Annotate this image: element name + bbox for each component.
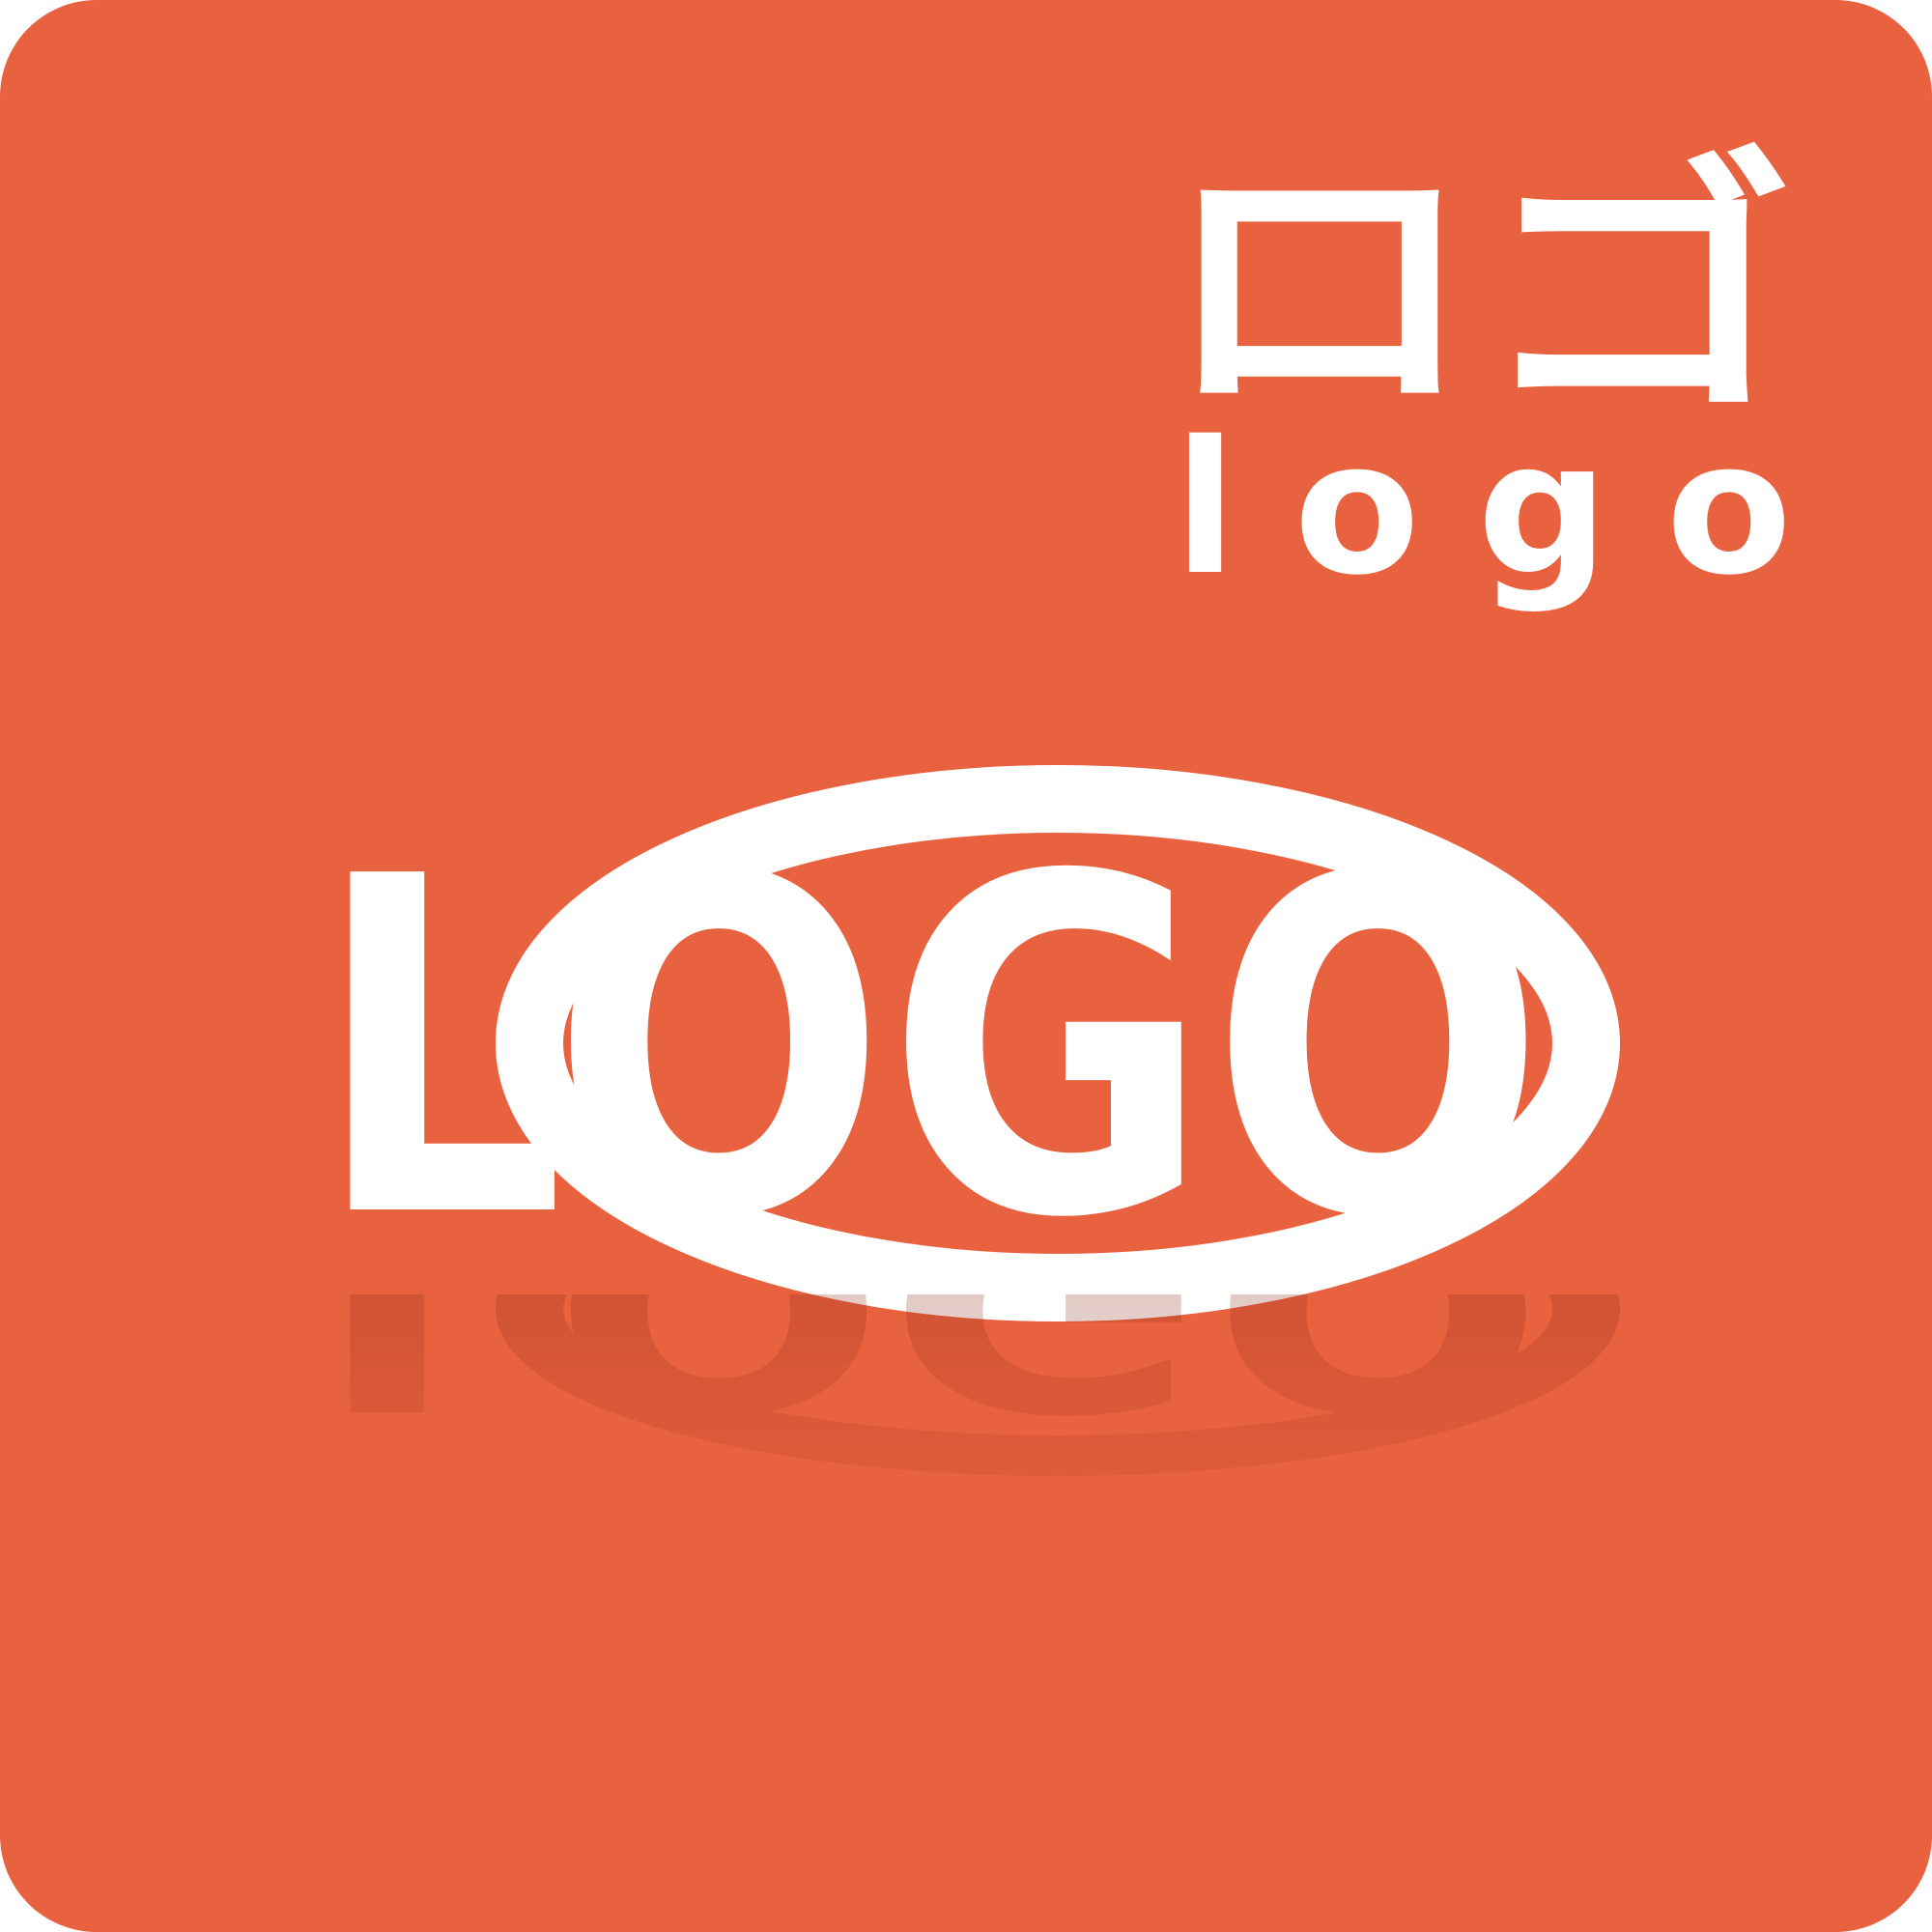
japanese-title: ロゴ (1159, 128, 1797, 453)
logo-text: LOGO (314, 780, 1546, 1320)
main-logo: LOGO (314, 765, 1620, 1321)
reflection-text: LOGO (314, 1144, 1546, 1467)
logo-ring (496, 765, 1620, 1321)
reflection-ring (496, 1142, 1620, 1476)
logo-reflection: LOGO (314, 1142, 1620, 1476)
